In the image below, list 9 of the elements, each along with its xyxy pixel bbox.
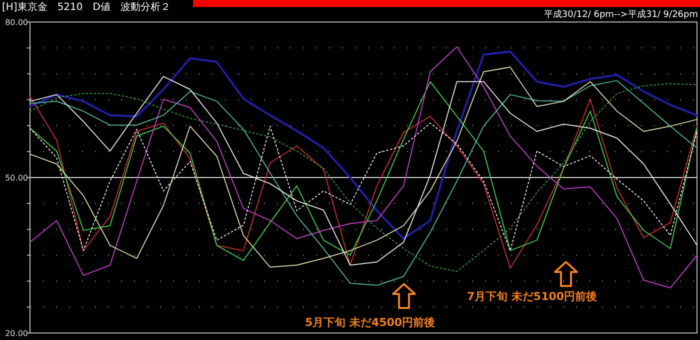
y-tick-label: 50.00 (5, 174, 28, 182)
line-series (30, 46, 698, 288)
y-tick-label: 80.00 (5, 18, 28, 27)
line-series (29, 50, 698, 240)
chart-subtitle: 平成30/12/ 6pm-->平成31/ 9/26pm (544, 9, 698, 20)
y-tick-label: 20.00 (5, 329, 28, 338)
chart-title: [H]東京金 5210 D値 波動分析２ (2, 1, 170, 13)
annotation: 7月下旬 未だ5100円前後 (466, 290, 598, 303)
annotation: 5月下旬 未だ4500円前後 (304, 316, 436, 329)
